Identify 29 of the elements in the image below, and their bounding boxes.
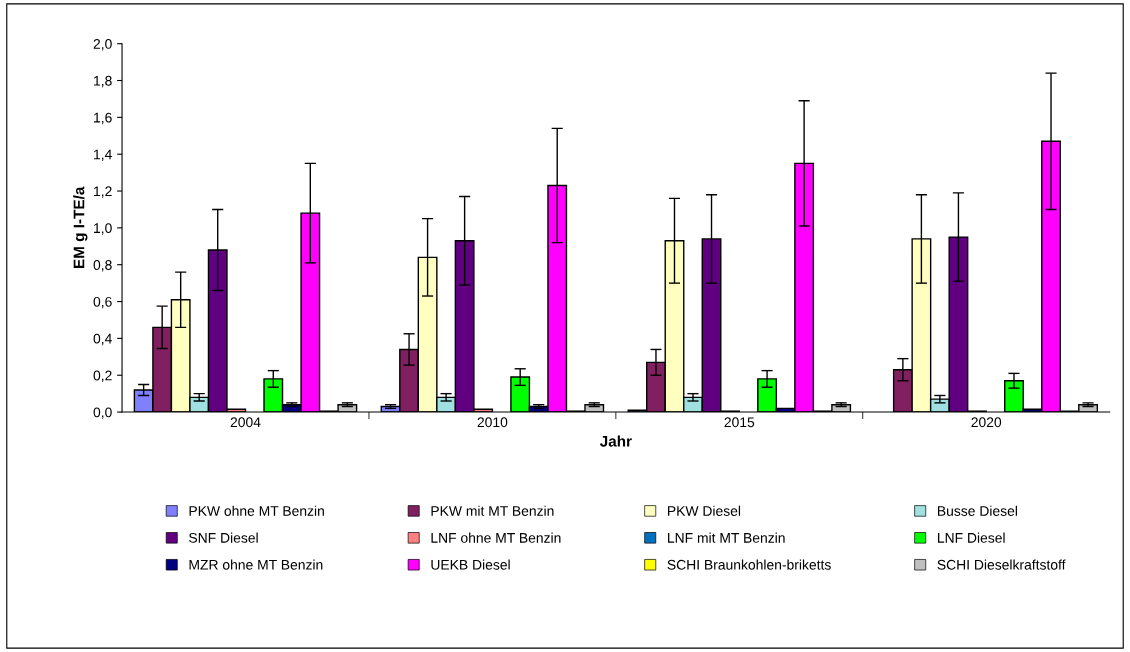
legend-label: SCHI Braunkohlen-briketts [667,559,831,570]
x-tick-label: 2020 [971,417,1002,428]
y-tick-label: 1,0 [94,223,112,235]
y-tick-label: 2,0 [93,39,112,51]
legend-label: SCHI Dieselkraftstoff [937,559,1066,570]
x-tick-label: 2004 [230,417,261,428]
y-tick-label: 0,6 [93,296,112,309]
legend-label: MZR ohne MT Benzin [189,559,323,570]
legend-label: SNF Diesel [189,532,258,543]
y-tick-label: 1,8 [94,75,112,88]
y-tick-label: 1,6 [94,112,112,125]
legend-label: LNF ohne MT Benzin [431,532,561,543]
y-tick-label: 1,2 [94,186,112,198]
legend-label: PKW mit MT Benzin [431,505,554,516]
x-tick-label: 2010 [477,417,508,428]
legend-label: LNF Diesel [938,532,1005,543]
legend-label: PKW ohne MT Benzin [189,505,324,516]
y-tick-label: 1,4 [94,149,112,162]
y-tick-label: 0,8 [93,260,112,272]
legend-label: UEKB Diesel [431,559,510,570]
y-tick-label: 0,4 [93,333,112,346]
legend-label: PKW Diesel [668,505,741,516]
x-tick-label: 2015 [724,417,755,428]
y-tick-label: 0,2 [93,370,112,383]
y-axis-title: EM g I-TE/a [73,186,88,269]
legend-label: Busse Diesel [938,505,1017,516]
y-tick-label: 0,0 [93,407,112,419]
x-axis-title: Jahr [599,435,632,447]
legend-label: LNF mit MT Benzin [668,532,785,543]
